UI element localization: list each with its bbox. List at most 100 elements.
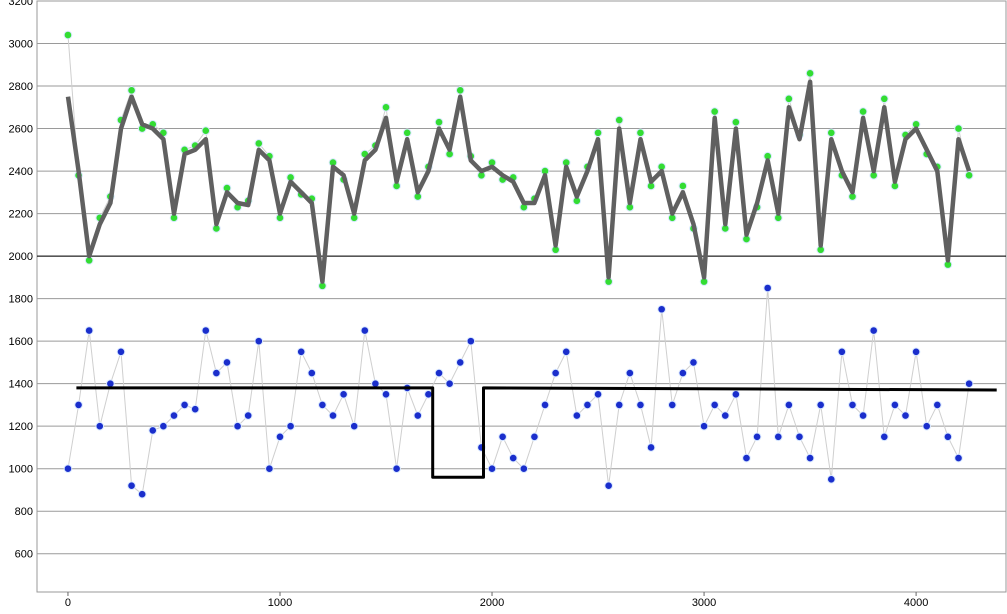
data-point <box>169 411 179 420</box>
data-point <box>307 368 317 378</box>
data-point <box>879 94 889 104</box>
data-point <box>84 326 94 335</box>
data-point <box>636 128 645 138</box>
data-point <box>561 347 571 357</box>
y-tick-label: 2200 <box>9 208 33 220</box>
data-point <box>879 432 889 442</box>
data-point <box>381 102 391 112</box>
data-point <box>593 128 603 138</box>
data-point <box>858 411 868 420</box>
point-group <box>63 283 974 499</box>
data-point <box>254 139 264 148</box>
data-point <box>127 85 136 95</box>
y-tick-label: 2800 <box>9 81 33 93</box>
data-point <box>763 283 772 293</box>
y-tick-label: 1200 <box>9 421 33 433</box>
data-point <box>742 453 751 463</box>
x-tick-label: 2000 <box>480 597 504 609</box>
data-point <box>954 124 963 133</box>
data-point <box>752 432 762 442</box>
data-point <box>212 368 221 378</box>
data-point <box>243 411 253 420</box>
data-point <box>445 379 454 388</box>
x-tick-label: 0 <box>65 597 71 609</box>
data-point <box>201 126 211 135</box>
data-point <box>858 107 868 116</box>
data-point <box>148 426 158 435</box>
data-point <box>127 481 136 491</box>
data-point <box>402 128 412 138</box>
data-point <box>222 358 232 367</box>
data-point <box>646 443 656 452</box>
series-line <box>76 386 997 479</box>
y-tick-label: 1400 <box>9 379 33 391</box>
data-point <box>572 411 582 420</box>
data-point <box>710 107 719 116</box>
data-point <box>106 379 115 388</box>
data-point <box>667 400 677 410</box>
data-point <box>339 389 348 399</box>
data-point <box>837 347 847 357</box>
data-point <box>689 358 698 367</box>
data-point <box>901 411 910 420</box>
data-point <box>593 389 603 399</box>
data-point <box>636 400 645 410</box>
data-point <box>318 400 327 410</box>
data-point <box>784 94 794 104</box>
data-point <box>190 404 200 414</box>
data-point <box>848 400 857 410</box>
data-point <box>265 464 274 473</box>
data-point <box>137 489 147 499</box>
y-tick-label: 3200 <box>9 0 33 8</box>
y-tick-label: 1800 <box>9 294 33 306</box>
data-point <box>434 117 444 127</box>
data-point <box>784 400 794 410</box>
y-tick-label: 800 <box>15 506 33 518</box>
data-point <box>583 400 592 410</box>
data-point <box>657 304 666 314</box>
y-tick-label: 2400 <box>9 166 33 178</box>
data-point <box>360 326 370 335</box>
data-point <box>498 432 507 442</box>
data-point <box>720 411 730 420</box>
data-point <box>371 379 380 388</box>
data-point <box>95 421 105 431</box>
data-point <box>508 453 518 463</box>
data-point <box>349 421 359 431</box>
data-point <box>540 400 550 410</box>
data-point <box>731 117 741 127</box>
data-point <box>614 115 624 125</box>
data-point <box>826 128 836 138</box>
data-point <box>180 400 189 410</box>
data-point <box>434 368 444 378</box>
data-point <box>455 358 465 367</box>
data-point <box>530 432 539 442</box>
plot-area <box>36 0 1007 593</box>
data-point <box>201 326 211 335</box>
data-point <box>943 432 953 442</box>
data-point <box>625 368 635 378</box>
data-point <box>922 421 931 431</box>
data-point <box>954 453 963 463</box>
x-tick-label: 1000 <box>268 597 292 609</box>
y-tick-label: 1000 <box>9 464 33 476</box>
data-point <box>964 171 974 180</box>
data-point <box>159 421 168 431</box>
data-point <box>519 464 529 473</box>
data-point <box>296 347 306 357</box>
data-point <box>392 464 401 473</box>
y-tick-label: 1600 <box>9 336 33 348</box>
data-point <box>678 368 688 378</box>
data-point <box>275 432 285 442</box>
data-point <box>911 347 921 357</box>
data-point <box>286 421 295 431</box>
data-point <box>795 432 804 442</box>
data-point <box>424 389 433 399</box>
x-tick-label: 4000 <box>904 597 928 609</box>
series-line <box>65 79 972 284</box>
data-point <box>710 400 719 410</box>
data-point <box>233 421 242 431</box>
data-point <box>805 453 815 463</box>
data-point <box>551 368 560 378</box>
y-tick-label: 600 <box>15 549 33 561</box>
